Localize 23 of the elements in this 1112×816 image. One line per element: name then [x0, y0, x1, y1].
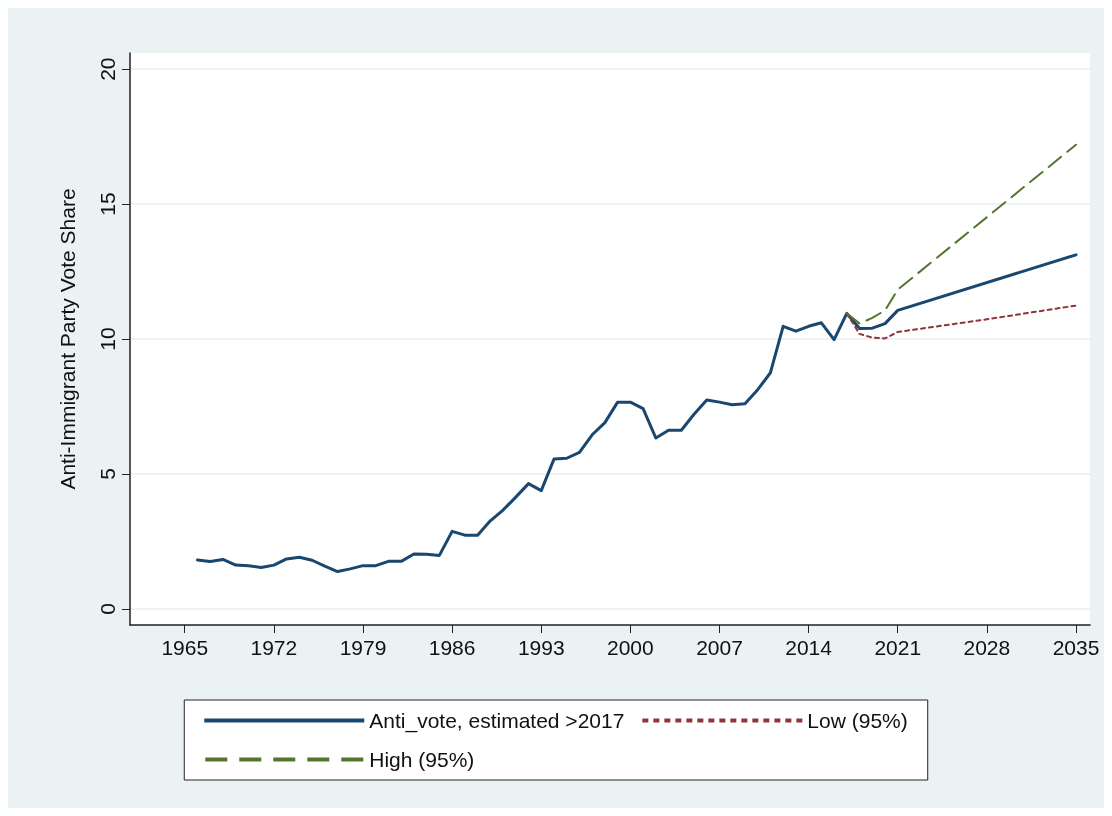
y-tick-label: 5: [96, 468, 119, 480]
line-series: [195, 253, 1078, 574]
x-tick-label: 2028: [963, 636, 1011, 659]
y-axis-title: Anti-Immigrant Party Vote Share: [56, 188, 79, 490]
legend-label: Low (95%): [807, 709, 908, 732]
line-series: [845, 304, 1077, 340]
y-tick-label: 0: [96, 602, 119, 615]
x-tick-label: 2035: [1052, 636, 1100, 659]
y-tick-label: 20: [96, 57, 119, 81]
line-series: [845, 143, 1077, 325]
x-tick-label: 1986: [428, 636, 476, 659]
x-tick-label: 1979: [339, 636, 387, 659]
x-tick-label: 1993: [517, 636, 565, 659]
x-tick-label: 1972: [250, 636, 298, 659]
x-tick-label: 2021: [874, 636, 922, 659]
x-tick-label: 2007: [696, 636, 743, 659]
y-tick-label: 10: [96, 327, 119, 351]
x-tick-label: 2000: [607, 636, 654, 659]
legend-label: Anti_vote, estimated >2017: [369, 709, 625, 733]
x-tick-label: 2014: [785, 636, 833, 659]
legend-label: High (95%): [369, 748, 475, 771]
x-tick-label: 1965: [161, 636, 209, 659]
y-tick-label: 15: [96, 192, 119, 216]
